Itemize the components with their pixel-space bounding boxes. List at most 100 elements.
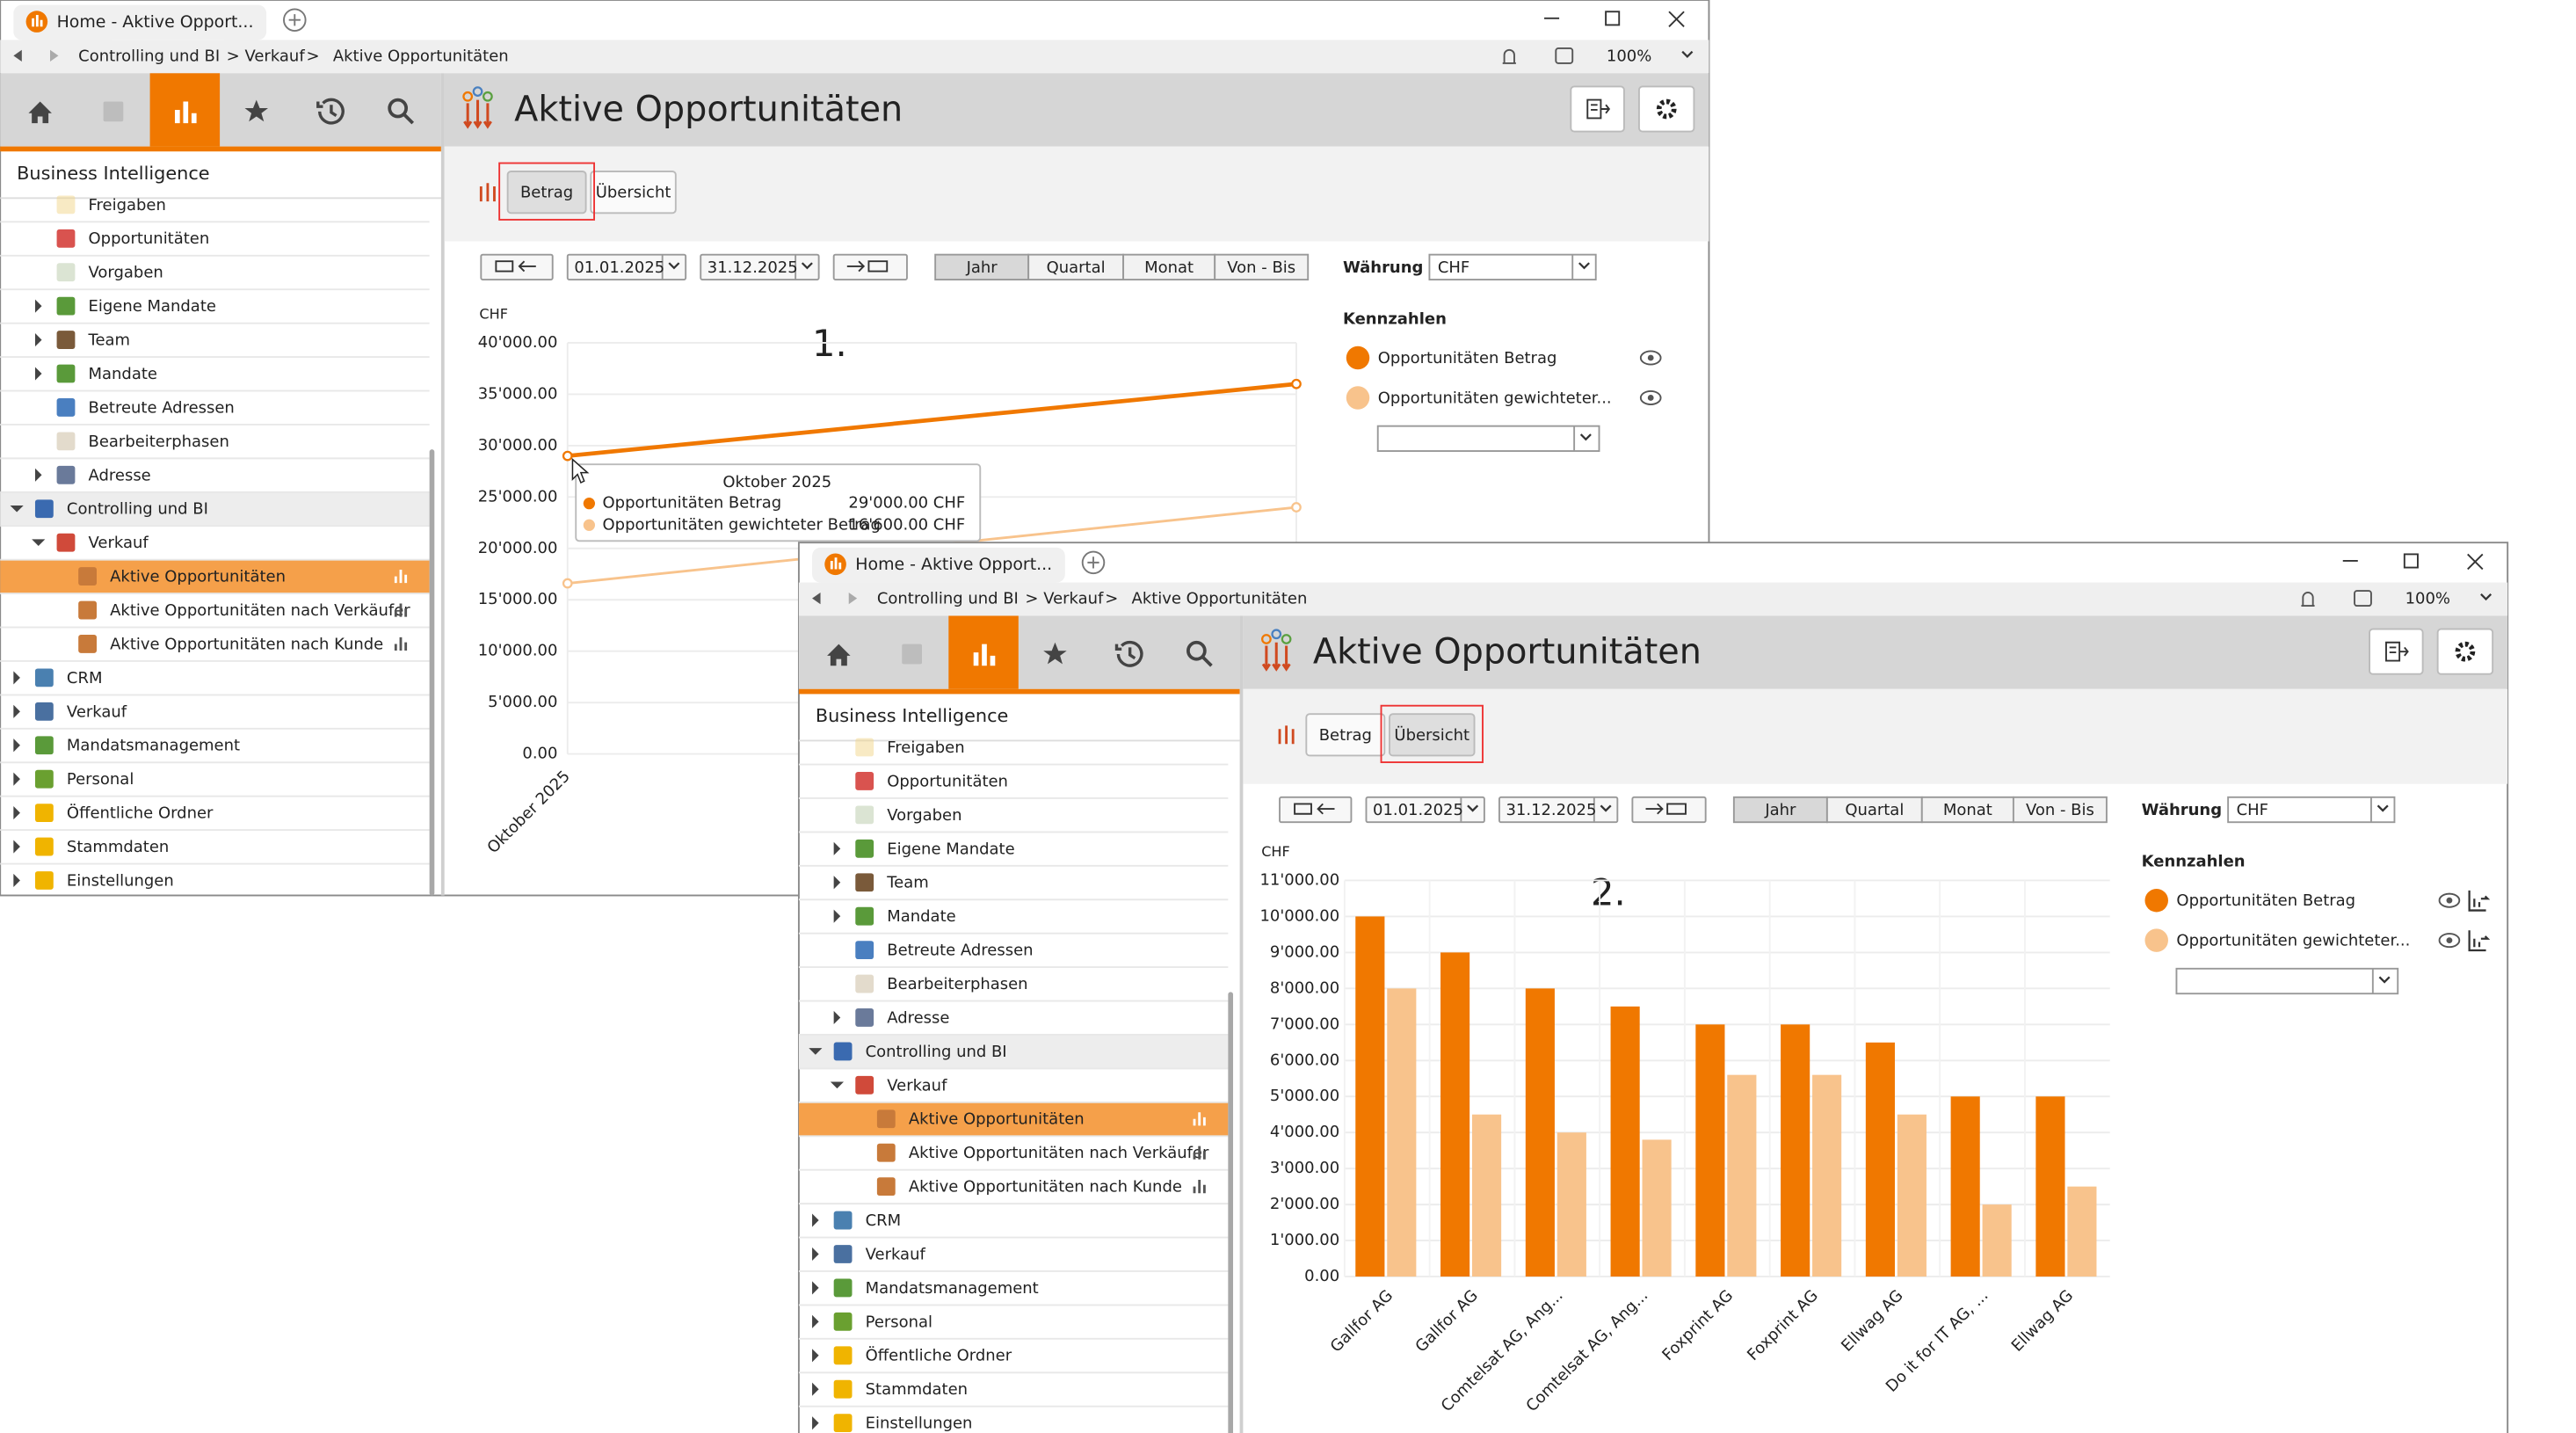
tree-item[interactable]: Vorgaben (887, 806, 961, 825)
tree-item[interactable]: Personal (866, 1313, 932, 1331)
expand-arrow[interactable] (812, 1314, 819, 1328)
info-icon[interactable] (2354, 590, 2372, 607)
expand-arrow[interactable] (13, 704, 20, 718)
settings-button[interactable] (1638, 85, 1695, 133)
calendar-icon[interactable] (902, 644, 923, 665)
expand-arrow[interactable] (34, 468, 42, 482)
expand-arrow[interactable] (812, 1213, 819, 1227)
breadcrumb-item[interactable]: Aktive Opportunitäten (333, 47, 509, 65)
tree-item[interactable]: Aktive Opportunitäten (909, 1110, 1085, 1129)
tree-item[interactable]: Vorgaben (89, 264, 163, 282)
expand-arrow[interactable] (812, 1382, 819, 1396)
period-label[interactable]: Von - Bis (1227, 258, 1295, 277)
expand-arrow[interactable] (833, 1010, 841, 1025)
restore-button[interactable] (1605, 11, 1621, 26)
tree-item[interactable]: Einstellungen (67, 871, 174, 890)
forward-button[interactable] (49, 49, 59, 62)
tree-item[interactable]: Mandatsmanagement (866, 1279, 1039, 1298)
date-input[interactable] (700, 253, 820, 280)
tree-item[interactable]: Aktive Opportunitäten (110, 568, 286, 586)
breadcrumb-item[interactable]: Controlling und BI (877, 590, 1019, 608)
period-label[interactable]: Quartal (1047, 258, 1106, 277)
next-period-button[interactable] (1631, 796, 1707, 824)
axis-toggle[interactable] (2468, 930, 2491, 952)
back-button[interactable] (13, 49, 22, 62)
view-tab[interactable] (506, 171, 587, 215)
expand-arrow[interactable] (812, 1416, 819, 1430)
tree-item[interactable]: Einstellungen (866, 1415, 973, 1433)
kpi-label[interactable]: Opportunitäten gewichteter... (1378, 389, 1612, 407)
tree-item[interactable]: Verkauf (67, 702, 127, 721)
bell-icon[interactable] (1502, 48, 1516, 64)
tree-item[interactable]: Adresse (89, 466, 151, 484)
zoom-level[interactable]: 100% (2405, 590, 2450, 608)
expand-arrow[interactable] (34, 333, 42, 347)
axis-toggle[interactable] (2468, 890, 2491, 912)
collapse-arrow[interactable] (32, 539, 46, 546)
kpi-label[interactable]: Opportunitäten Betrag (2176, 891, 2355, 910)
search-icon[interactable] (388, 98, 415, 125)
visibility-toggle[interactable] (2438, 892, 2461, 908)
tree-item[interactable]: Opportunitäten (89, 229, 210, 248)
tree-item[interactable]: Mandatsmanagement (67, 737, 240, 755)
search-icon[interactable] (1186, 640, 1213, 667)
tree-item[interactable]: Controlling und BI (866, 1043, 1007, 1061)
new-tab-button[interactable] (1081, 550, 1106, 575)
chart-icon[interactable] (973, 644, 996, 666)
export-button[interactable] (2369, 628, 2424, 675)
expand-arrow[interactable] (13, 738, 20, 753)
date-input[interactable] (1498, 796, 1619, 824)
back-button[interactable] (812, 592, 821, 605)
view-tab-label[interactable]: Betrag (1319, 726, 1372, 745)
home-icon[interactable] (827, 644, 851, 666)
tree-item[interactable]: CRM (67, 669, 103, 687)
close-button[interactable] (1668, 11, 1685, 27)
tree-item[interactable]: Mandate (887, 907, 955, 926)
new-tab-button[interactable] (283, 8, 307, 32)
tree-item[interactable]: Mandate (89, 365, 157, 383)
info-icon[interactable] (1555, 47, 1574, 64)
kpi-select[interactable] (2175, 967, 2399, 995)
period-button[interactable] (1214, 253, 1310, 280)
tree-item[interactable]: CRM (866, 1211, 902, 1230)
expand-arrow[interactable] (833, 876, 841, 890)
restore-button[interactable] (2403, 553, 2419, 569)
history-icon[interactable] (316, 98, 345, 125)
period-button[interactable] (2012, 796, 2108, 824)
tree-item[interactable]: Aktive Opportunitäten nach Kunde (909, 1178, 1182, 1197)
tree-item[interactable]: Aktive Opportunitäten nach Verkäufer (909, 1144, 1209, 1162)
calendar-icon[interactable] (103, 101, 124, 122)
view-tab[interactable] (590, 171, 677, 215)
star-icon[interactable] (244, 99, 269, 122)
browser-tab[interactable] (13, 4, 267, 40)
currency-select[interactable] (2227, 796, 2396, 824)
tree-item[interactable]: Verkauf (89, 534, 149, 552)
star-icon[interactable] (1043, 642, 1067, 665)
collapse-arrow[interactable] (10, 505, 24, 513)
breadcrumb-item[interactable]: Aktive Opportunitäten (1132, 590, 1308, 608)
tree-item[interactable]: Öffentliche Ordner (67, 804, 214, 823)
period-label[interactable]: Von - Bis (2026, 801, 2094, 819)
tree-item[interactable]: Betreute Adressen (89, 398, 235, 417)
view-tab-label[interactable]: Übersicht (596, 183, 671, 202)
tree-item[interactable]: Eigene Mandate (887, 840, 1014, 858)
tree-item[interactable]: Opportunitäten (887, 772, 1008, 790)
expand-arrow[interactable] (34, 299, 42, 313)
collapse-arrow[interactable] (809, 1048, 823, 1055)
tree-item[interactable]: Bearbeiterphasen (887, 975, 1027, 993)
date-input[interactable] (1365, 796, 1485, 824)
breadcrumb-item[interactable]: Verkauf (1043, 590, 1104, 608)
bell-icon[interactable] (2301, 592, 2315, 607)
tree-item[interactable]: Team (886, 874, 929, 892)
breadcrumb-item[interactable]: Verkauf (244, 47, 305, 65)
tree-item[interactable]: Team (88, 331, 131, 350)
view-tab[interactable] (1305, 713, 1386, 757)
tree-item[interactable]: Verkauf (866, 1245, 926, 1263)
tree-item[interactable]: Stammdaten (866, 1380, 968, 1399)
visibility-toggle[interactable] (2438, 933, 2461, 949)
view-tab[interactable] (1389, 713, 1476, 757)
home-icon[interactable] (28, 101, 52, 124)
settings-button[interactable] (2436, 628, 2494, 675)
expand-arrow[interactable] (812, 1349, 819, 1363)
zoom-level[interactable]: 100% (1607, 47, 1651, 65)
